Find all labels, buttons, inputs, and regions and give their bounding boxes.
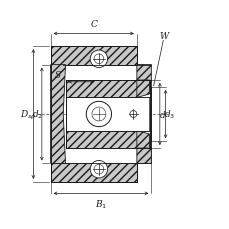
- Text: d$_2$: d$_2$: [32, 108, 43, 121]
- Polygon shape: [65, 81, 136, 98]
- Circle shape: [90, 51, 107, 68]
- Text: W: W: [159, 32, 168, 41]
- Text: B: B: [98, 108, 104, 117]
- Text: D$_{sp}$: D$_{sp}$: [20, 108, 36, 121]
- Polygon shape: [136, 131, 149, 148]
- Polygon shape: [136, 65, 151, 87]
- Polygon shape: [65, 131, 136, 148]
- Text: C: C: [90, 20, 97, 29]
- Polygon shape: [136, 81, 149, 98]
- Polygon shape: [136, 142, 151, 164]
- Text: d$_3$: d$_3$: [163, 108, 174, 121]
- Text: S: S: [55, 71, 61, 80]
- Polygon shape: [50, 47, 136, 65]
- Circle shape: [86, 102, 111, 127]
- Polygon shape: [50, 65, 65, 164]
- Text: B$_1$: B$_1$: [94, 198, 107, 210]
- Bar: [65, 98, 149, 131]
- Text: d: d: [159, 110, 165, 119]
- Circle shape: [90, 161, 107, 178]
- Polygon shape: [50, 164, 136, 182]
